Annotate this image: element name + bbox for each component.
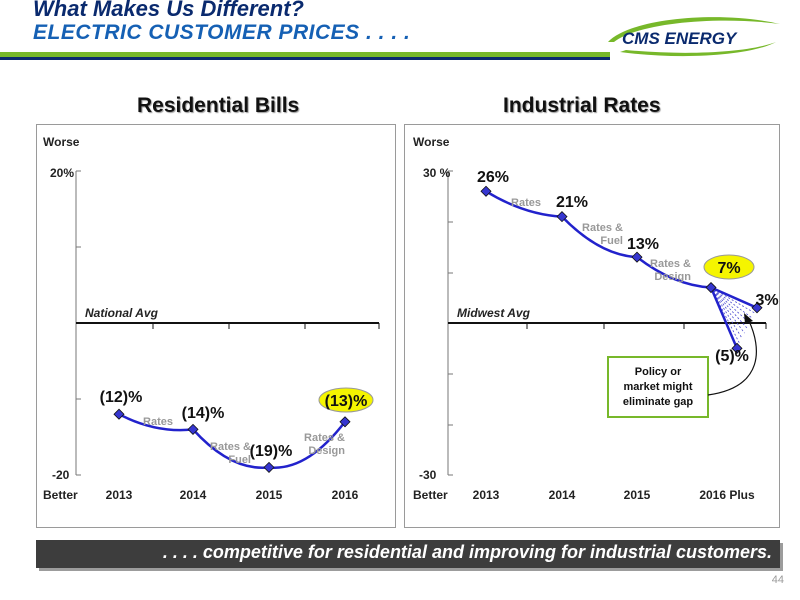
residential-chart-title: Residential Bills — [137, 94, 300, 117]
header-rule-green — [0, 52, 610, 57]
ind-data-point — [631, 251, 643, 263]
cms-energy-logo: CMS ENERGY — [608, 17, 780, 57]
res-value-label: (12)% — [100, 389, 143, 406]
page-number: 44 — [771, 574, 784, 586]
res-segment-label: Rates & — [304, 432, 345, 444]
footer-text: . . . . competitive for residential and … — [162, 542, 772, 562]
industrial-chart: Worse 30 % -30 Better Midwest Avg 26% 21%… — [404, 124, 780, 528]
ind-value-label: 7% — [717, 260, 740, 277]
res-line-segment — [268, 421, 346, 469]
ind-gap-hatch — [710, 287, 740, 344]
ind-value-label: 21% — [556, 194, 588, 211]
res-ytick-top: 20% — [50, 166, 74, 180]
ind-callout-connector — [707, 320, 757, 396]
ind-highlight-badge — [703, 254, 755, 280]
ind-bottom-label: Better — [413, 488, 448, 502]
ind-top-label: Worse — [413, 135, 450, 149]
page-subtitle: ELECTRIC CUSTOMER PRICES . . . . — [33, 21, 411, 44]
res-x-tick-label: 2014 — [180, 488, 207, 502]
res-data-point — [113, 408, 125, 420]
res-x-tick-label: 2015 — [256, 488, 283, 502]
ind-reference-label: Midwest Avg — [457, 306, 531, 320]
ind-ytick-top: 30 % — [423, 166, 451, 180]
logo-text: CMS ENERGY — [622, 29, 738, 48]
ind-data-point — [556, 211, 568, 223]
res-x-tick-label: 2016 — [332, 488, 359, 502]
ind-callout-text: eliminate gap — [623, 396, 694, 408]
ind-branch-point — [751, 302, 763, 314]
ind-x-tick-label: 2015 — [624, 488, 651, 502]
ind-segment-label: Rates & — [582, 222, 623, 234]
res-segment-label: Design — [308, 445, 345, 457]
ind-x-tick-label: 2016 Plus — [699, 488, 755, 502]
ind-callout-box — [607, 356, 709, 418]
ind-callout-text: market might — [623, 381, 692, 393]
ind-value-label: 26% — [477, 169, 509, 186]
ind-callout-text: Policy or — [635, 366, 682, 378]
residential-chart: Worse 20% -20 Better National Avg (12)% (… — [36, 124, 396, 528]
res-data-point — [263, 461, 275, 473]
footer-banner: . . . . competitive for residential and … — [36, 540, 780, 568]
ind-segment-label: Rates — [511, 197, 541, 209]
res-x-tick-label: 2013 — [106, 488, 133, 502]
ind-line-segment — [636, 256, 712, 289]
res-data-point — [339, 416, 351, 428]
ind-branch-line-down — [709, 287, 739, 349]
res-highlight-badge — [318, 387, 374, 413]
ind-segment-label: Rates & — [650, 258, 691, 270]
ind-gap-hatch — [710, 287, 750, 324]
ind-branch-point — [731, 342, 743, 354]
res-bottom-label: Better — [43, 488, 78, 502]
res-reference-label: National Avg — [85, 306, 159, 320]
res-value-label: (14)% — [182, 405, 225, 422]
res-data-point — [187, 423, 199, 435]
ind-branch-label-down: (5)% — [715, 348, 749, 365]
res-segment-label: Fuel — [228, 454, 251, 466]
ind-gap-hatch — [710, 287, 745, 334]
header-rule-blue — [0, 57, 610, 60]
ind-x-tick-label: 2014 — [549, 488, 576, 502]
ind-branch-line-up — [710, 286, 758, 309]
ind-gap-hatch — [710, 287, 743, 339]
ind-ytick-bottom: -30 — [419, 468, 437, 482]
page-title: What Makes Us Different? — [33, 0, 304, 21]
ind-data-point — [705, 281, 717, 294]
ind-gap-hatch — [710, 287, 748, 329]
res-value-label: (13)% — [325, 393, 368, 410]
ind-line-segment — [485, 190, 563, 218]
ind-segment-label: Design — [654, 271, 691, 283]
ind-gap-hatch — [710, 287, 753, 319]
ind-data-point — [480, 185, 492, 197]
ind-branch-label-up: 3% — [755, 292, 778, 309]
ind-x-tick-label: 2013 — [473, 488, 500, 502]
ind-segment-label: Fuel — [600, 235, 623, 247]
res-top-label: Worse — [43, 135, 80, 149]
ind-callout-arrowhead — [744, 313, 753, 324]
res-ytick-bottom: -20 — [52, 468, 70, 482]
res-line-segment — [118, 413, 194, 432]
res-segment-label: Rates & — [210, 441, 251, 453]
res-line-segment — [192, 428, 270, 469]
ind-line-segment — [561, 215, 638, 259]
res-value-label: (19)% — [250, 443, 293, 460]
res-segment-label: Rates — [143, 416, 173, 428]
ind-value-label: 13% — [627, 236, 659, 253]
industrial-chart-title: Industrial Rates — [503, 94, 661, 117]
